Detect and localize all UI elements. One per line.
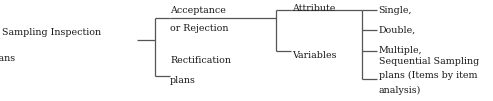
- Text: Double,: Double,: [379, 26, 416, 35]
- Text: or Rejection: or Rejection: [170, 24, 229, 33]
- Text: Rectification: Rectification: [170, 56, 231, 65]
- Text: Acceptance: Acceptance: [170, 6, 226, 15]
- Text: Sampling Inspection: Sampling Inspection: [2, 28, 102, 37]
- Text: analysis): analysis): [379, 86, 421, 95]
- Text: Sequential Sampling: Sequential Sampling: [379, 57, 479, 66]
- Text: Plans: Plans: [0, 54, 15, 63]
- Text: Single,: Single,: [379, 6, 412, 15]
- Text: Attribute: Attribute: [292, 4, 335, 13]
- Text: plans (Items by item: plans (Items by item: [379, 71, 477, 80]
- Text: Multiple,: Multiple,: [379, 46, 422, 55]
- Text: Variables: Variables: [292, 51, 336, 60]
- Text: plans: plans: [170, 76, 196, 85]
